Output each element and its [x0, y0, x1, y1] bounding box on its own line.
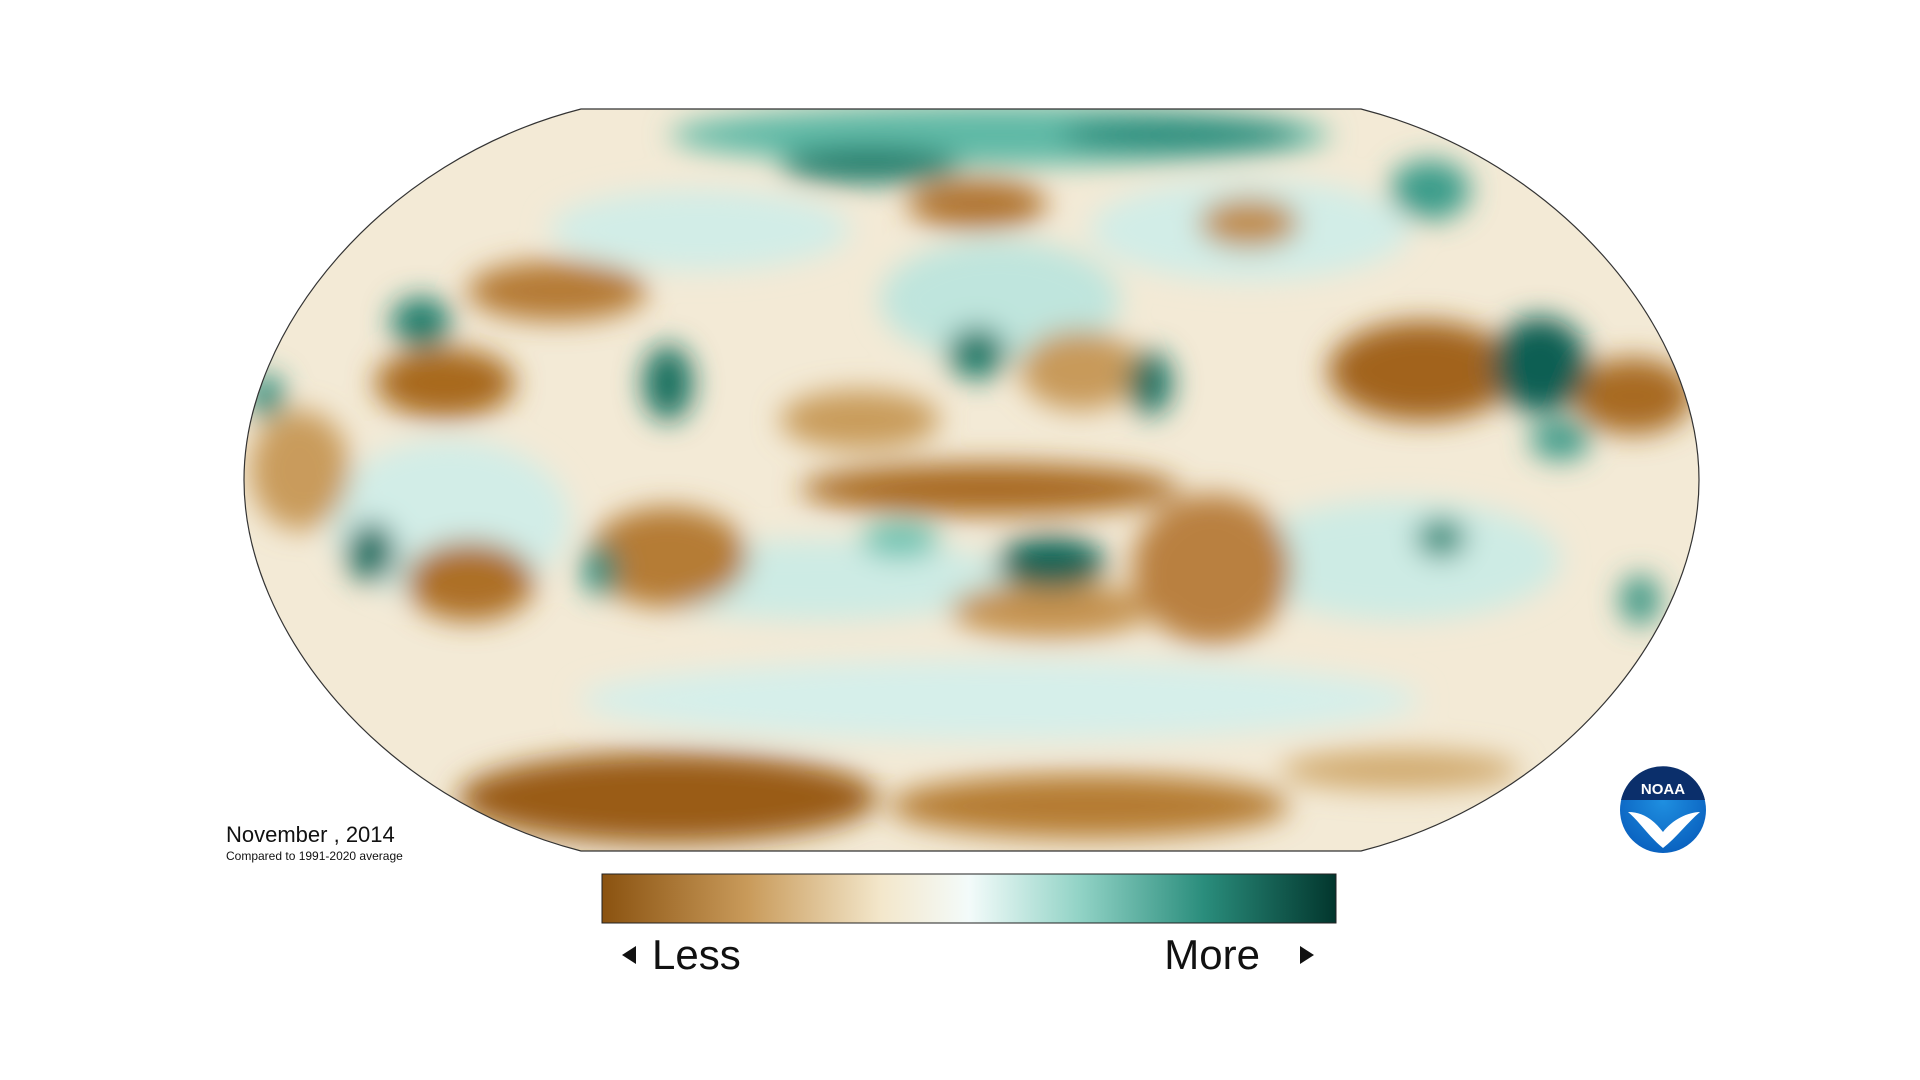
- noaa-logo: NOAA: [1620, 766, 1706, 853]
- map-outline: [243, 108, 1700, 852]
- precipitation-anomaly-map: [244, 109, 1699, 851]
- subtitle: Compared to 1991-2020 average: [226, 849, 403, 863]
- color-bar: [601, 873, 1337, 924]
- legend-more: More: [1164, 931, 1260, 978]
- less-arrow: [622, 946, 636, 964]
- legend-less: Less: [652, 931, 741, 978]
- logo-text: NOAA: [1641, 781, 1685, 798]
- more-arrow: [1300, 946, 1314, 964]
- date-label: November , 2014: [226, 822, 395, 847]
